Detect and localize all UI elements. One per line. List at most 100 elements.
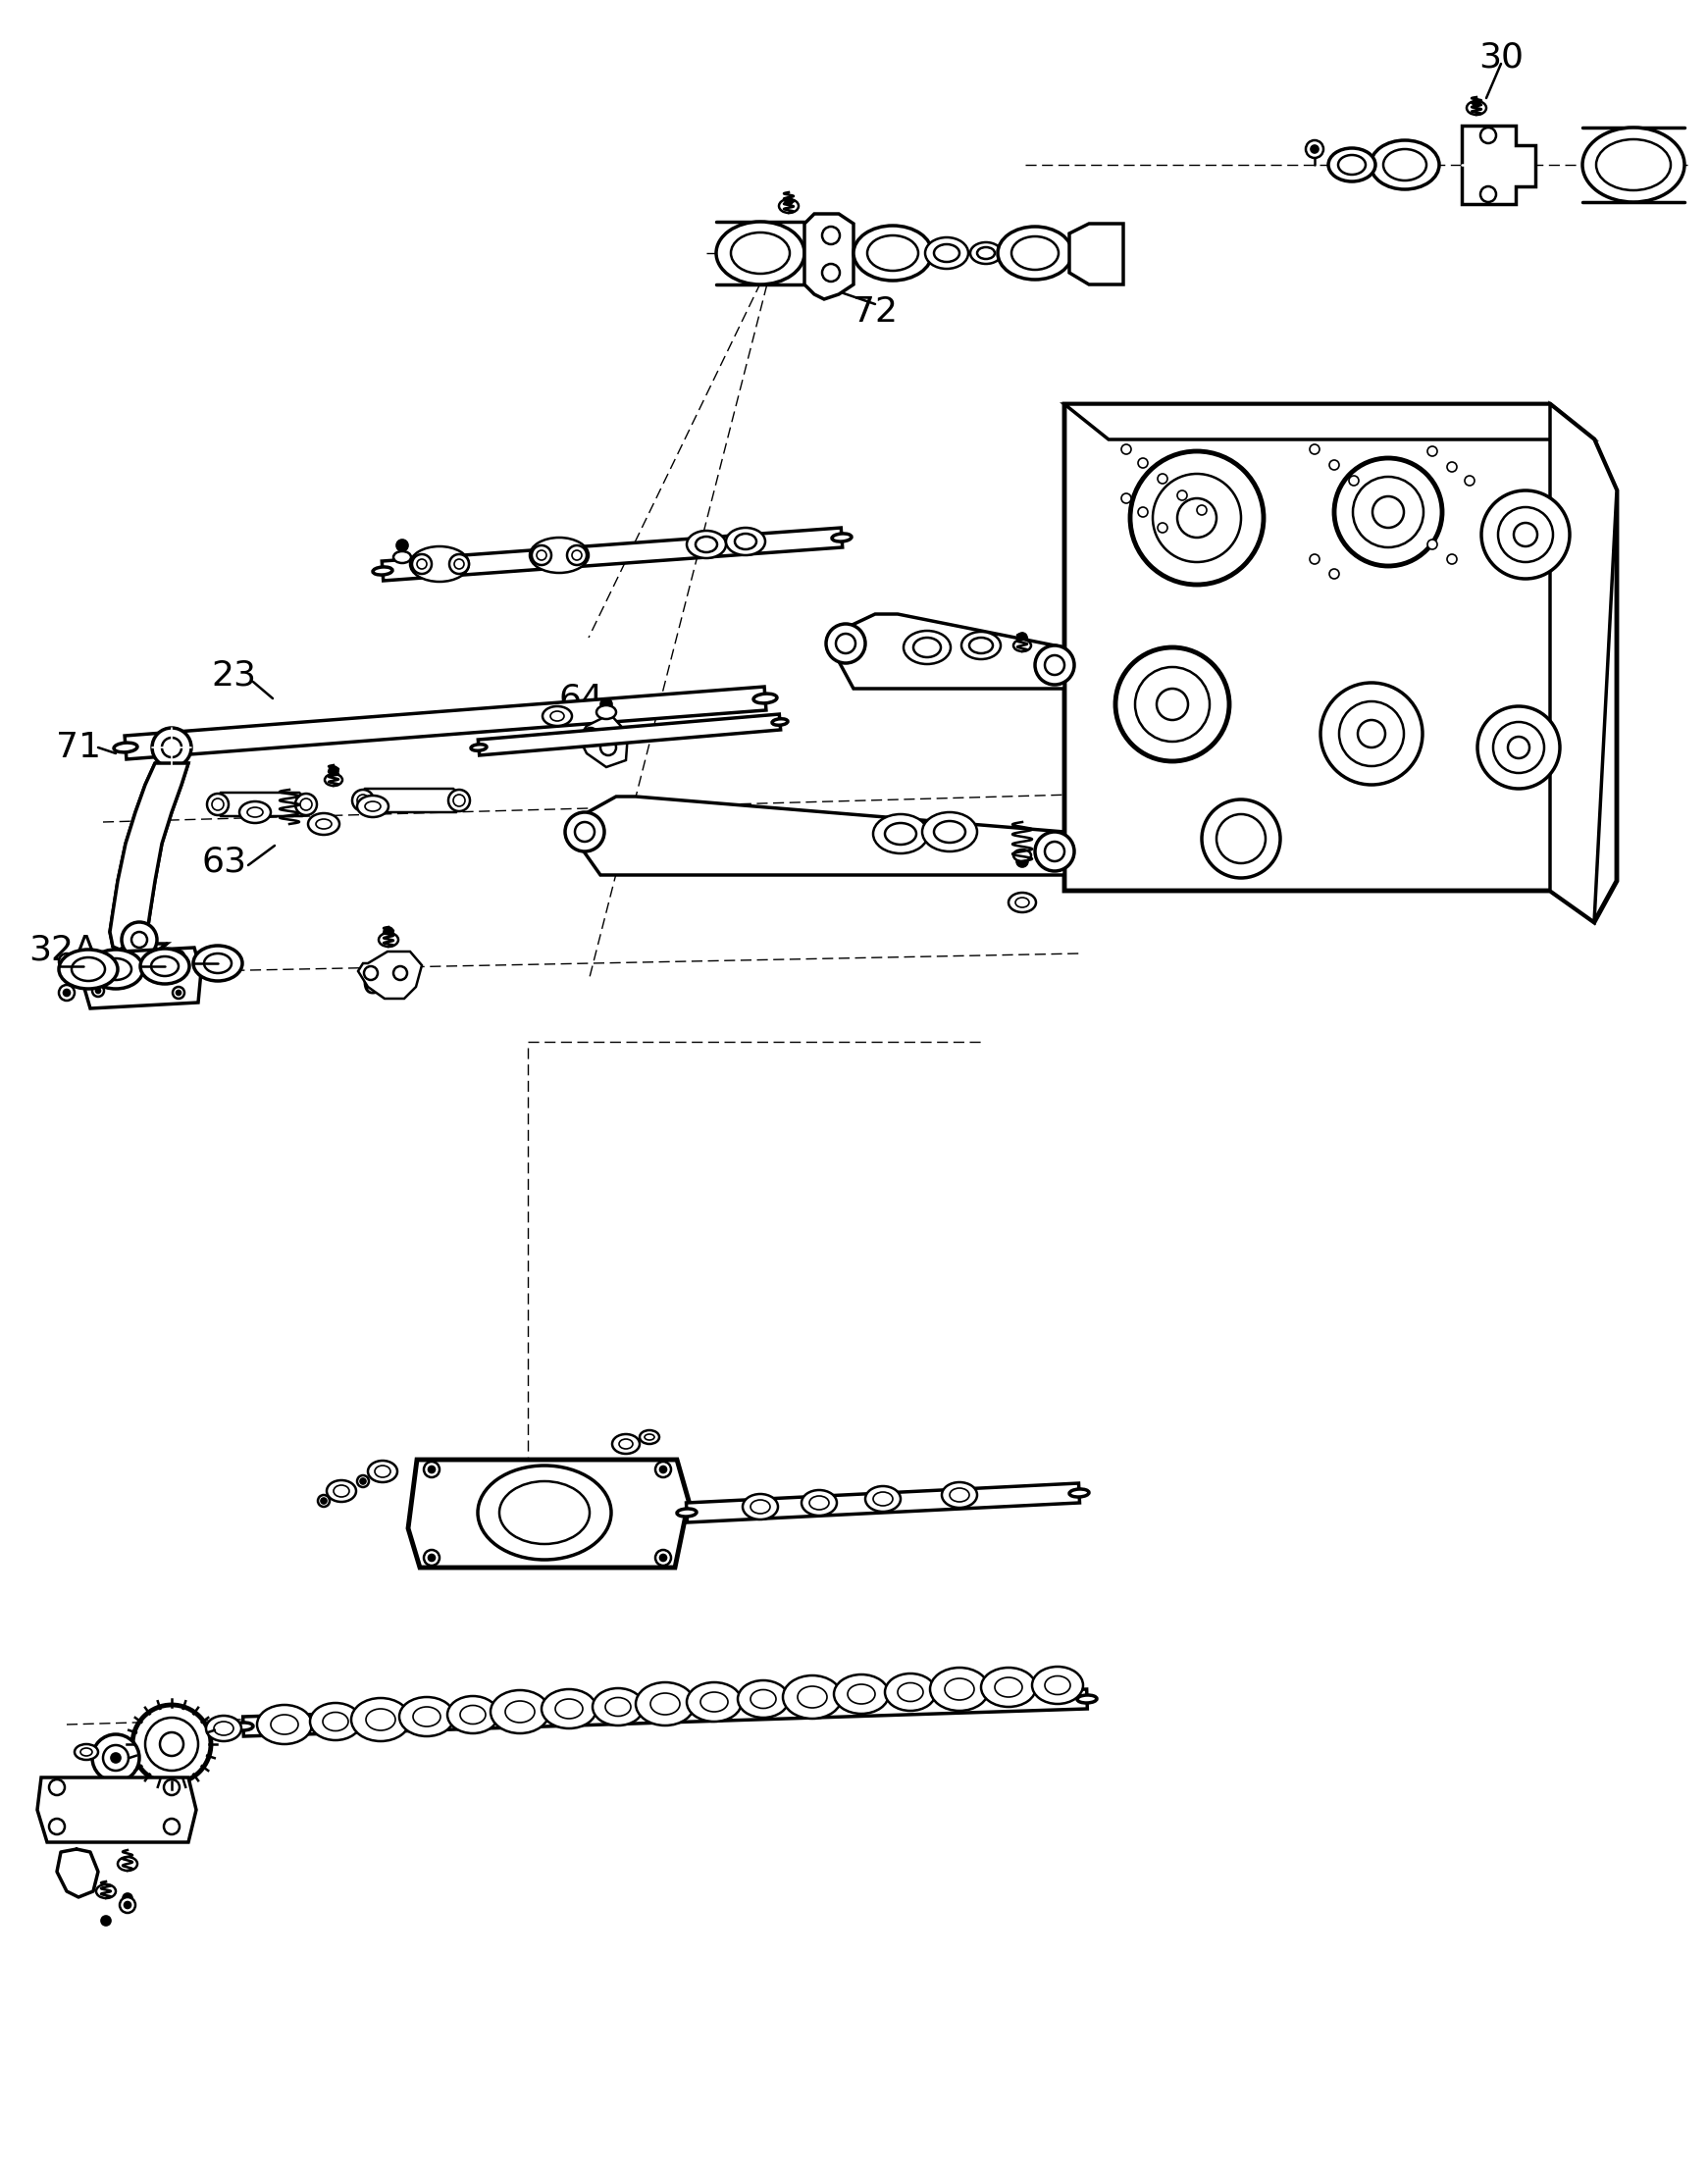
Circle shape [1481, 491, 1570, 580]
Circle shape [120, 1897, 135, 1912]
Circle shape [1428, 539, 1436, 549]
Circle shape [152, 729, 191, 768]
Ellipse shape [374, 1467, 391, 1477]
Text: 23: 23 [210, 658, 256, 692]
Ellipse shape [366, 1709, 395, 1730]
Ellipse shape [934, 822, 965, 844]
Polygon shape [84, 947, 202, 1008]
Ellipse shape [1582, 128, 1684, 201]
Polygon shape [804, 214, 854, 298]
Ellipse shape [379, 932, 398, 947]
Circle shape [1310, 554, 1320, 565]
Ellipse shape [914, 638, 941, 658]
Ellipse shape [651, 1694, 680, 1715]
Ellipse shape [367, 1460, 398, 1482]
Circle shape [360, 1477, 366, 1484]
Ellipse shape [926, 238, 968, 268]
Circle shape [822, 264, 840, 281]
Circle shape [92, 956, 104, 967]
Ellipse shape [934, 244, 960, 262]
Circle shape [659, 1467, 666, 1473]
Circle shape [1493, 722, 1544, 772]
Circle shape [176, 991, 181, 995]
Circle shape [162, 738, 181, 757]
Circle shape [295, 794, 318, 815]
Circle shape [63, 958, 70, 965]
Ellipse shape [114, 742, 137, 753]
Ellipse shape [499, 1482, 589, 1544]
Circle shape [132, 932, 147, 947]
Ellipse shape [596, 705, 617, 718]
Circle shape [582, 729, 598, 744]
Polygon shape [1064, 404, 1617, 921]
Circle shape [145, 1717, 198, 1771]
Ellipse shape [868, 236, 919, 270]
Ellipse shape [1069, 1488, 1090, 1497]
Circle shape [1156, 688, 1189, 720]
Circle shape [601, 699, 611, 709]
Polygon shape [355, 789, 466, 813]
Circle shape [173, 950, 184, 963]
Circle shape [536, 549, 547, 560]
Circle shape [1339, 701, 1404, 766]
Circle shape [1197, 506, 1206, 515]
Circle shape [1138, 506, 1148, 517]
Ellipse shape [593, 1687, 644, 1726]
Polygon shape [1069, 223, 1124, 286]
Circle shape [164, 1819, 179, 1834]
Ellipse shape [118, 1858, 137, 1871]
Text: 63: 63 [202, 844, 246, 878]
Circle shape [123, 1893, 133, 1903]
Ellipse shape [555, 1698, 582, 1720]
Ellipse shape [941, 1482, 977, 1508]
Ellipse shape [687, 530, 726, 558]
Polygon shape [834, 614, 1064, 688]
Ellipse shape [1011, 236, 1059, 270]
Ellipse shape [873, 1492, 893, 1505]
Circle shape [92, 984, 104, 997]
Ellipse shape [779, 199, 799, 212]
Polygon shape [383, 528, 842, 580]
Ellipse shape [687, 1683, 741, 1722]
Circle shape [1018, 634, 1027, 642]
Ellipse shape [750, 1499, 770, 1514]
Ellipse shape [931, 1668, 989, 1711]
Ellipse shape [1337, 156, 1366, 175]
Circle shape [1136, 666, 1209, 742]
Ellipse shape [1032, 1668, 1083, 1704]
Circle shape [384, 928, 393, 937]
Circle shape [96, 988, 101, 993]
Circle shape [1481, 186, 1496, 201]
Circle shape [173, 986, 184, 999]
Circle shape [412, 554, 432, 573]
Circle shape [786, 197, 793, 205]
Ellipse shape [529, 539, 589, 573]
Ellipse shape [150, 956, 179, 976]
Ellipse shape [1370, 141, 1440, 190]
Circle shape [164, 1780, 179, 1795]
Ellipse shape [605, 1698, 630, 1715]
Circle shape [1035, 645, 1074, 686]
Circle shape [1131, 452, 1264, 584]
Ellipse shape [1597, 138, 1670, 190]
Polygon shape [125, 686, 767, 759]
Circle shape [531, 545, 552, 565]
Circle shape [321, 1499, 326, 1503]
Circle shape [357, 794, 369, 807]
Ellipse shape [772, 718, 787, 725]
Ellipse shape [75, 1743, 97, 1761]
Circle shape [364, 967, 377, 980]
Polygon shape [38, 1778, 196, 1843]
Circle shape [1472, 99, 1481, 106]
Ellipse shape [333, 1486, 348, 1497]
Circle shape [449, 554, 470, 573]
Ellipse shape [193, 945, 243, 982]
Ellipse shape [832, 534, 852, 541]
Ellipse shape [357, 796, 388, 818]
Circle shape [58, 984, 75, 1001]
Ellipse shape [980, 1668, 1037, 1707]
Ellipse shape [885, 822, 915, 844]
Circle shape [212, 798, 224, 811]
Ellipse shape [272, 1715, 299, 1735]
Ellipse shape [471, 744, 487, 751]
